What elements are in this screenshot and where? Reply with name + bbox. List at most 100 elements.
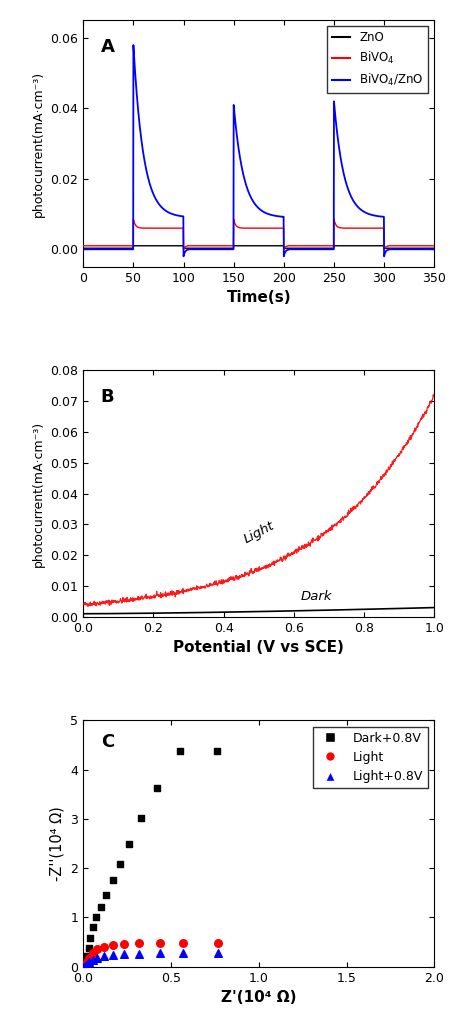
Point — [80, 959, 87, 975]
Point — [82, 955, 89, 972]
Point — [97, 898, 104, 915]
Point — [86, 950, 93, 967]
Point — [80, 958, 87, 974]
Point — [81, 958, 88, 974]
Point — [81, 958, 89, 974]
Point — [81, 958, 88, 974]
Point — [80, 959, 87, 975]
Point — [80, 959, 87, 975]
Text: Dark: Dark — [301, 590, 333, 603]
Point — [86, 954, 93, 971]
Y-axis label: photocurrent(mA·cm⁻³): photocurrent(mA·cm⁻³) — [32, 420, 45, 567]
Point — [80, 959, 87, 975]
Point — [80, 959, 87, 975]
Point — [80, 959, 87, 975]
X-axis label: Potential (V vs SCE): Potential (V vs SCE) — [173, 640, 344, 655]
Point — [215, 945, 222, 962]
Point — [81, 958, 88, 974]
Point — [81, 959, 88, 975]
Point — [81, 958, 88, 974]
Text: B: B — [101, 388, 114, 406]
Point — [81, 957, 89, 973]
Point — [81, 958, 88, 974]
Legend: Dark+0.8V, Light, Light+0.8V: Dark+0.8V, Light, Light+0.8V — [313, 726, 428, 788]
Point — [80, 958, 87, 974]
Point — [136, 945, 143, 962]
Point — [120, 946, 127, 963]
Point — [80, 958, 87, 974]
Point — [81, 958, 88, 974]
Point — [81, 958, 88, 974]
Point — [81, 959, 88, 975]
Point — [81, 958, 88, 974]
Point — [89, 945, 96, 962]
Point — [80, 959, 87, 975]
Point — [81, 958, 88, 974]
Point — [81, 958, 88, 974]
Point — [81, 957, 88, 973]
Point — [109, 873, 117, 889]
Point — [81, 959, 88, 975]
Point — [81, 958, 88, 974]
Point — [81, 958, 88, 974]
Point — [94, 949, 101, 966]
Point — [81, 958, 88, 974]
Point — [80, 959, 87, 975]
Text: Light: Light — [241, 519, 276, 546]
Point — [80, 959, 87, 975]
Point — [81, 958, 88, 974]
Point — [81, 959, 88, 975]
Point — [81, 958, 88, 974]
Point — [103, 887, 110, 903]
Point — [83, 954, 90, 971]
Point — [81, 959, 88, 975]
Point — [81, 958, 88, 974]
Point — [180, 935, 187, 951]
Point — [80, 959, 87, 975]
Point — [81, 957, 89, 973]
Point — [80, 959, 87, 975]
Text: C: C — [101, 732, 114, 751]
Point — [109, 946, 117, 963]
Point — [80, 959, 87, 975]
Point — [80, 959, 87, 975]
Point — [80, 959, 87, 975]
Point — [81, 959, 88, 975]
Point — [82, 952, 90, 969]
Point — [80, 959, 87, 975]
Point — [153, 780, 161, 796]
Point — [80, 959, 87, 975]
Point — [213, 743, 220, 759]
Point — [81, 958, 89, 974]
Point — [215, 935, 222, 951]
Point — [81, 958, 88, 974]
Point — [89, 951, 96, 968]
Point — [81, 958, 88, 974]
Point — [81, 959, 88, 975]
Point — [83, 957, 90, 973]
Point — [81, 959, 88, 975]
Point — [81, 959, 88, 975]
Point — [101, 947, 108, 964]
Point — [81, 958, 88, 974]
Point — [157, 945, 164, 962]
Point — [84, 947, 91, 964]
Point — [80, 959, 87, 975]
Point — [80, 959, 87, 975]
Point — [87, 930, 94, 946]
Point — [101, 938, 108, 954]
Point — [81, 958, 88, 974]
Point — [81, 959, 88, 975]
Point — [109, 936, 117, 952]
Point — [117, 855, 124, 872]
Point — [125, 836, 132, 852]
X-axis label: Time(s): Time(s) — [226, 291, 291, 305]
Point — [180, 945, 187, 962]
Y-axis label: -Z''(10⁴ Ω): -Z''(10⁴ Ω) — [50, 806, 65, 881]
Point — [81, 958, 88, 974]
Point — [81, 959, 88, 975]
Point — [81, 958, 88, 974]
Point — [138, 810, 145, 827]
Legend: ZnO, BiVO$_4$, BiVO$_4$/ZnO: ZnO, BiVO$_4$, BiVO$_4$/ZnO — [327, 27, 428, 93]
Point — [93, 908, 100, 925]
